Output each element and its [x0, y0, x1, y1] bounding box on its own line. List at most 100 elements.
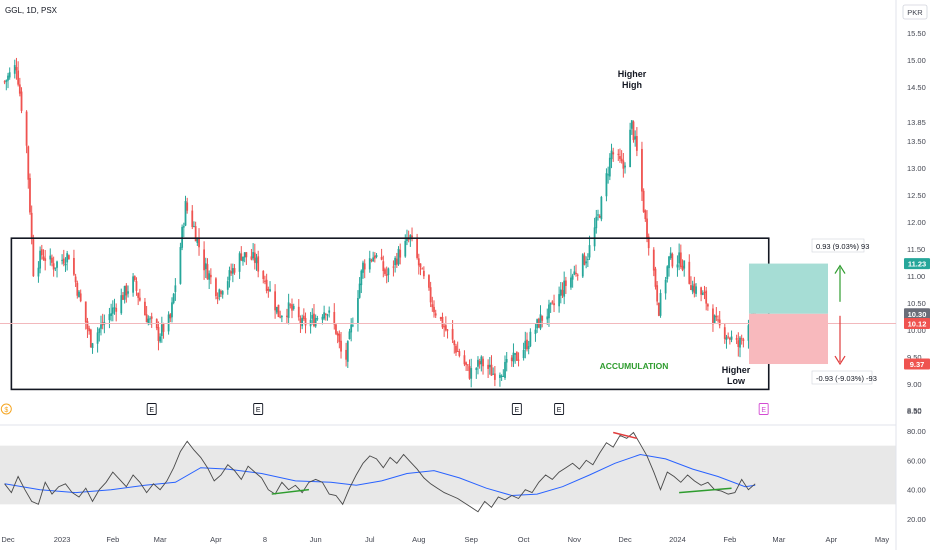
candle-body [444, 325, 447, 331]
candle-body [622, 160, 625, 169]
time-tick-label: 2023 [54, 535, 71, 544]
candle-body [89, 329, 92, 348]
candle-body [257, 256, 260, 272]
upcoming-earnings-icon[interactable] [758, 403, 769, 415]
candle-body [54, 267, 57, 269]
stop-arrow-head [834, 355, 846, 366]
candle-body [44, 258, 47, 261]
candle-body [42, 256, 45, 260]
candle-body [458, 351, 461, 356]
candle-body [218, 289, 221, 297]
candle-body [149, 318, 151, 320]
candle-body [186, 202, 189, 211]
stop-zone[interactable] [749, 313, 828, 365]
candle-body [654, 268, 657, 287]
earnings-icon[interactable] [253, 403, 264, 415]
candle-body [664, 279, 667, 294]
candle-body [338, 333, 341, 342]
candle-body [326, 314, 329, 316]
candle-body [553, 303, 555, 306]
currency-box[interactable]: PKR [902, 4, 928, 20]
candle-body [157, 327, 160, 341]
earnings-icon[interactable] [146, 403, 157, 415]
candle-body [147, 318, 150, 324]
candle-body [634, 136, 637, 140]
candle-body [529, 331, 532, 347]
candle-body [546, 316, 549, 320]
candle-body [135, 281, 138, 291]
candle-body [66, 253, 69, 263]
price-tick-label: 13.00 [907, 164, 926, 173]
candle-body [127, 291, 129, 294]
candle-body [456, 350, 459, 352]
candle-body [230, 271, 233, 274]
candle-body [274, 291, 277, 311]
divergence-line[interactable] [271, 488, 310, 495]
price-badge-text: 10.12 [908, 320, 927, 329]
candle-body [595, 216, 598, 229]
time-tick-label: Nov [568, 535, 582, 544]
candle-body [144, 301, 146, 316]
candle-body [84, 301, 87, 323]
candle-body [727, 336, 730, 338]
price-badge-bg [904, 318, 930, 330]
candle-body [517, 359, 520, 361]
candle-body [182, 226, 185, 228]
candle-body [169, 314, 172, 319]
stop-label-bg [811, 370, 873, 385]
price-badge-text: 9.37 [910, 360, 925, 369]
candle-body [742, 339, 745, 341]
candle-body [13, 65, 16, 74]
candle-body [291, 304, 293, 311]
earnings-symbol: E [557, 407, 562, 414]
events-row: $ E E E E E [0, 403, 769, 415]
rsi-pane: 80.00 60.00 40.00 20.00 [4, 427, 926, 524]
divergence-line[interactable] [679, 487, 732, 494]
dividend-icon[interactable] [0, 403, 12, 415]
rsi-tick-label: 80.00 [907, 427, 926, 436]
price-badge-text: 10.30 [908, 310, 927, 319]
candle-body [434, 313, 437, 316]
candle-body [701, 292, 704, 295]
annotation-higher-high-line2: High [622, 80, 642, 90]
candle-body [345, 349, 348, 360]
candle-body [586, 258, 589, 260]
candle-body [113, 307, 116, 309]
candle-body [695, 286, 697, 294]
earnings-icon[interactable] [554, 403, 565, 415]
candle-body [728, 338, 731, 340]
earnings-icon[interactable] [511, 403, 522, 415]
candle-body [642, 190, 645, 212]
candle-body [226, 281, 229, 290]
candle-body [439, 317, 442, 319]
candle-body [264, 280, 266, 282]
candle-body [351, 325, 354, 327]
currency-label: PKR [907, 8, 923, 17]
candle-body [311, 314, 314, 319]
candle-body [576, 274, 579, 276]
candle-body [297, 306, 300, 318]
candle-body [522, 350, 525, 359]
candle-body [302, 315, 305, 319]
candle-body [433, 306, 435, 313]
target-zone[interactable] [749, 263, 828, 314]
candle-body [406, 237, 408, 242]
candle-body [74, 276, 77, 283]
candle-body [3, 81, 6, 83]
candle-body [657, 302, 660, 316]
candle-body [385, 274, 388, 276]
candle-body [559, 289, 562, 296]
divergence-line[interactable] [613, 431, 638, 440]
candle-body [125, 285, 128, 296]
time-tick-label: Dec [1, 535, 15, 544]
candle-body [362, 262, 364, 273]
candle-body [40, 249, 43, 256]
candle-body [323, 312, 326, 319]
candle-body [747, 325, 750, 341]
candle-body [624, 165, 626, 168]
candle-body [404, 241, 407, 257]
candle-body [350, 324, 353, 333]
candle-body [475, 368, 478, 370]
